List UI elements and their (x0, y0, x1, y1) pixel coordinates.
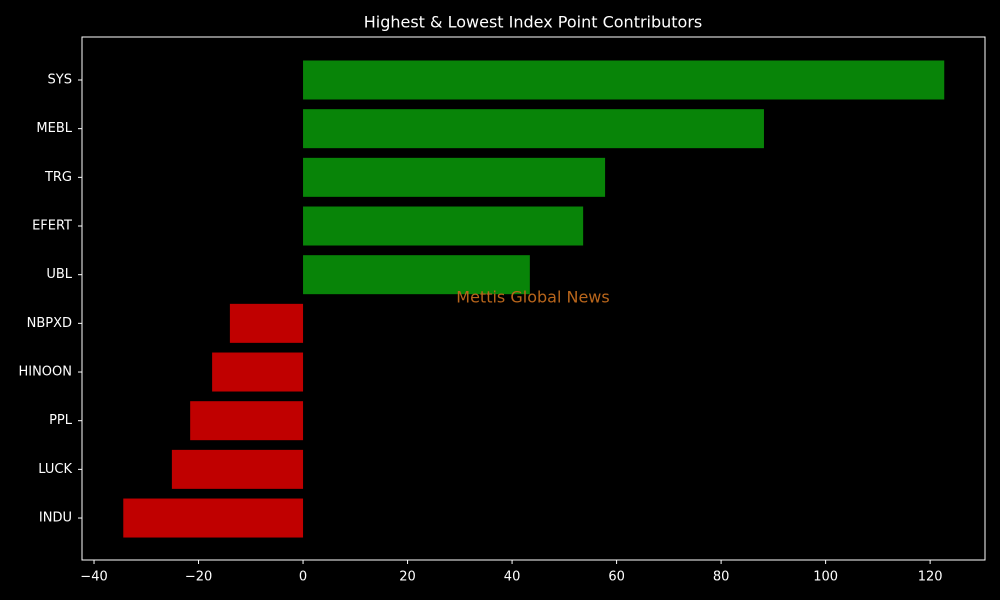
plot-frame (81, 36, 986, 561)
y-tick-label: LUCK (38, 462, 72, 477)
y-tick-label: EFERT (32, 219, 72, 234)
x-tick-label: 0 (299, 570, 307, 585)
y-tick-label: UBL (46, 267, 72, 282)
y-tick-label: TRG (44, 170, 72, 185)
bar (190, 401, 304, 441)
bar (212, 352, 304, 392)
bar (303, 255, 530, 295)
y-tick-label: NBPXD (27, 316, 72, 331)
y-tick-label: INDU (39, 511, 72, 526)
y-tick-label: HINOON (18, 365, 72, 380)
y-tick-label: SYS (48, 73, 72, 88)
bar (303, 109, 764, 149)
x-tick-label: 100 (813, 570, 838, 585)
bar (123, 498, 304, 538)
bar (171, 449, 304, 489)
bar (229, 303, 304, 343)
x-tick-label: 120 (918, 570, 943, 585)
bar (303, 206, 584, 246)
chart-title: Highest & Lowest Index Point Contributor… (364, 13, 703, 32)
x-tick-label: −20 (185, 570, 212, 585)
bar (303, 60, 945, 100)
x-tick-label: 60 (608, 570, 625, 585)
watermark: Mettis Global News (456, 288, 609, 307)
x-tick-label: 80 (713, 570, 730, 585)
x-tick-label: 20 (399, 570, 416, 585)
bar (303, 157, 606, 197)
y-tick-label: MEBL (36, 121, 72, 136)
y-tick-label: PPL (49, 413, 73, 428)
x-tick-label: −40 (80, 570, 107, 585)
x-tick-label: 40 (504, 570, 521, 585)
